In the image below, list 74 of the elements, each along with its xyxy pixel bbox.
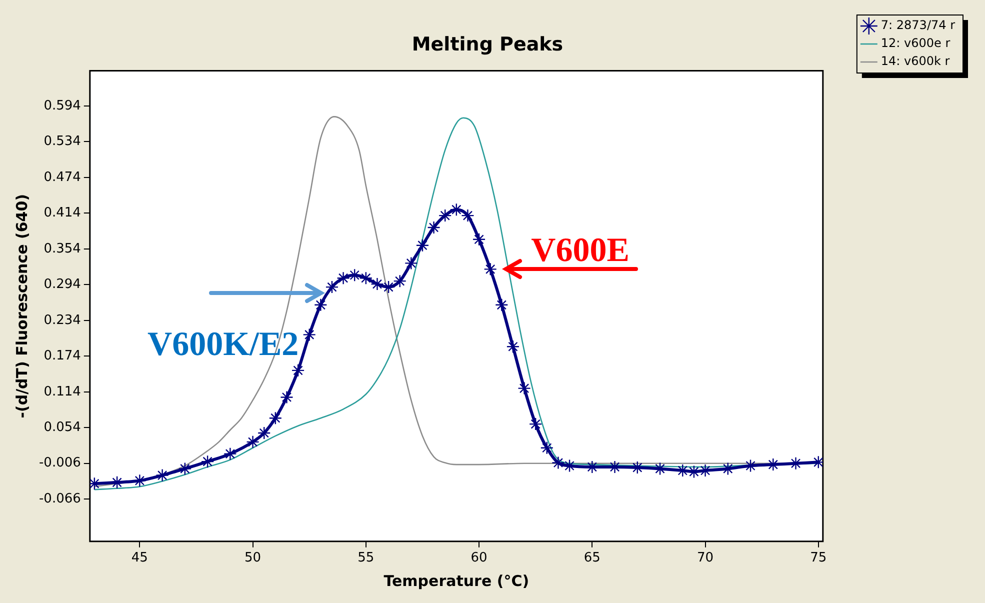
point <box>90 477 102 490</box>
point <box>744 459 758 472</box>
y-tick-label: 0.294 <box>44 277 81 292</box>
point <box>676 464 690 478</box>
point <box>506 340 520 354</box>
point <box>495 298 508 312</box>
point <box>302 328 316 342</box>
point <box>336 272 350 285</box>
y-tick-label: 0.594 <box>44 98 81 114</box>
point <box>586 460 599 474</box>
point <box>562 459 576 472</box>
legend-label: 7: 2873/74 r <box>880 18 956 32</box>
y-tick-label: 0.474 <box>44 170 81 185</box>
point <box>608 460 622 474</box>
point <box>653 462 667 476</box>
point <box>450 202 464 216</box>
point <box>789 456 802 470</box>
point <box>766 458 780 472</box>
point <box>268 411 282 425</box>
point <box>224 447 237 460</box>
legend-label: 14: v600k r <box>880 54 950 68</box>
y-tick-label: 0.414 <box>44 206 81 221</box>
point <box>518 382 531 395</box>
x-tick-label: 70 <box>696 550 714 566</box>
y-tick-label: 0.054 <box>44 420 81 435</box>
y-tick-label: -0.006 <box>38 456 81 471</box>
point <box>721 462 734 476</box>
point <box>359 272 373 285</box>
point <box>348 268 362 282</box>
point <box>156 468 169 482</box>
x-tick-label: 75 <box>810 550 827 566</box>
point <box>393 274 406 288</box>
x-axis-title: Temperature (°C) <box>384 572 530 590</box>
y-tick-label: -0.066 <box>38 491 81 506</box>
point <box>404 256 418 270</box>
point <box>370 277 384 291</box>
point <box>472 232 486 246</box>
point <box>258 426 271 440</box>
point <box>178 462 192 476</box>
chart-title: Melting Peaks <box>412 33 564 56</box>
point <box>314 298 328 312</box>
x-tick-label: 65 <box>584 550 600 566</box>
point <box>698 464 712 478</box>
point <box>200 454 214 468</box>
point <box>687 465 701 478</box>
point <box>552 456 565 470</box>
y-axis-title: -(d/dT) Fluorescence (640) <box>12 194 31 418</box>
point <box>528 417 542 431</box>
x-tick-label: 45 <box>131 550 148 566</box>
point <box>133 474 146 488</box>
point <box>291 364 305 378</box>
point <box>427 220 440 234</box>
legend-label: 12: v600e r <box>880 36 950 50</box>
y-tick-label: 0.114 <box>44 384 81 400</box>
point <box>110 476 124 490</box>
point <box>461 208 474 222</box>
point <box>484 262 497 276</box>
y-tick-label: 0.354 <box>44 241 81 256</box>
point <box>246 435 260 449</box>
point <box>438 208 452 222</box>
point <box>325 280 339 294</box>
point <box>280 390 294 404</box>
y-tick-label: 0.534 <box>44 134 81 150</box>
point <box>416 238 430 252</box>
y-tick-label: 0.174 <box>44 348 81 364</box>
point <box>540 441 554 454</box>
y-tick-label: 0.234 <box>44 312 81 328</box>
x-tick-label: 50 <box>244 550 262 566</box>
x-tick-label: 55 <box>358 550 374 566</box>
x-tick-label: 60 <box>470 550 488 566</box>
annotation: V600K/E2 <box>148 326 299 363</box>
point <box>382 280 396 294</box>
annotation: V600E <box>531 232 630 270</box>
point <box>630 460 644 474</box>
